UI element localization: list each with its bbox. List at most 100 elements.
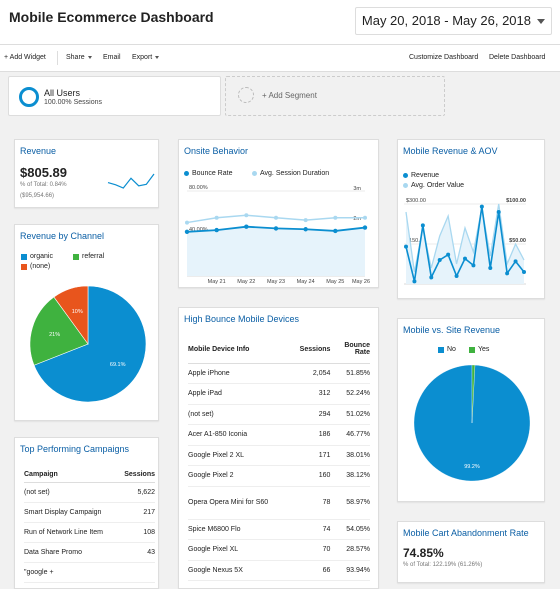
campaign-cell[interactable]: Smart Display Campaign bbox=[24, 508, 102, 516]
toolbar-divider bbox=[57, 51, 58, 65]
revenue-point[interactable] bbox=[471, 263, 476, 268]
bounce-rate-cell: 38.01% bbox=[346, 451, 370, 459]
revenue-point[interactable] bbox=[404, 244, 408, 249]
add-segment-button[interactable]: + Add Segment bbox=[225, 76, 445, 116]
bounce-rate-point[interactable] bbox=[214, 227, 219, 233]
bounce-rate-cell: 93.94% bbox=[346, 566, 370, 574]
widget-title: Top Performing Campaigns bbox=[20, 444, 130, 454]
session-duration-point[interactable] bbox=[333, 215, 338, 220]
legend-bounce-rate: Bounce Rate bbox=[184, 170, 232, 177]
segment-all-users[interactable]: All Users 100.00% Sessions bbox=[8, 76, 221, 116]
bounce-rate-point[interactable] bbox=[333, 228, 338, 234]
device-cell[interactable]: Spice M6800 Flo bbox=[188, 525, 241, 533]
swatch bbox=[21, 253, 27, 260]
revenue-aov-chart: $300.00 $150.00 $100.00 $50.00 bbox=[404, 198, 526, 285]
device-cell[interactable]: Apple iPad bbox=[188, 390, 222, 398]
bounce-rate-point[interactable] bbox=[184, 229, 190, 234]
revenue-total: ($95,954.66) bbox=[20, 193, 55, 199]
revenue-point[interactable] bbox=[479, 204, 484, 209]
col-sessions-header: Sessions bbox=[299, 345, 331, 353]
widget-title: Mobile Revenue & AOV bbox=[403, 146, 498, 156]
campaign-cell[interactable]: Run of Network Line Item bbox=[24, 528, 103, 536]
legend-aov: Avg. Order Value bbox=[403, 182, 464, 189]
device-cell[interactable]: Google Pixel 2 XL bbox=[188, 451, 245, 459]
share-button[interactable]: Share bbox=[66, 54, 92, 61]
dot bbox=[184, 171, 189, 176]
widget-title: Revenue bbox=[20, 146, 57, 156]
revenue-point[interactable] bbox=[522, 270, 526, 274]
sessions-cell: 5,622 bbox=[137, 488, 155, 496]
delete-dashboard-button[interactable]: Delete Dashboard bbox=[489, 54, 546, 61]
campaign-cell[interactable]: (not set) bbox=[24, 488, 50, 496]
session-duration-point[interactable] bbox=[244, 213, 249, 218]
device-cell[interactable]: Acer A1-850 Iconia bbox=[188, 431, 248, 439]
bounce-rate-point[interactable] bbox=[273, 226, 279, 231]
session-duration-point[interactable] bbox=[185, 220, 189, 225]
bounce-rate-cell: 54.05% bbox=[346, 525, 370, 533]
legend-label: Yes bbox=[478, 346, 490, 353]
export-button[interactable]: Export bbox=[132, 54, 160, 61]
add-widget-button[interactable]: + Add Widget bbox=[4, 54, 46, 61]
revenue-point[interactable] bbox=[429, 275, 434, 280]
email-button[interactable]: Email bbox=[103, 54, 121, 61]
revenue-point[interactable] bbox=[412, 279, 417, 284]
legend-label: Avg. Session Duration bbox=[260, 170, 330, 177]
sessions-cell: 43 bbox=[147, 548, 155, 556]
sessions-cell: 186 bbox=[318, 431, 331, 439]
bounce-rate-cell: 58.97% bbox=[346, 499, 370, 506]
pie-slice-none[interactable] bbox=[53, 285, 89, 345]
campaign-cell[interactable]: "google + bbox=[24, 568, 54, 576]
campaign-cell[interactable]: Data Share Promo bbox=[24, 548, 82, 556]
session-duration-point[interactable] bbox=[303, 218, 308, 223]
revenue-point[interactable] bbox=[420, 223, 425, 228]
revenue-point[interactable] bbox=[488, 266, 493, 270]
device-cell[interactable]: Opera Opera Mini for S60 bbox=[188, 499, 269, 506]
bounce-rate-point[interactable] bbox=[303, 227, 308, 232]
device-cell[interactable]: Google Pixel XL bbox=[188, 546, 239, 554]
bounce-rate-cell: 51.85% bbox=[346, 369, 370, 377]
share-label: Share bbox=[66, 54, 85, 61]
revenue-point[interactable] bbox=[505, 271, 510, 276]
revenue-point[interactable] bbox=[496, 210, 501, 214]
pie-slice-label: 21% bbox=[49, 332, 60, 338]
y-right-mid: 2m bbox=[353, 216, 361, 222]
x-tick-label: May 22 bbox=[237, 279, 255, 284]
device-cell[interactable]: (not set) bbox=[188, 410, 214, 418]
table-row: Run of Network Line Item 108 bbox=[24, 522, 155, 542]
session-duration-point[interactable] bbox=[274, 215, 278, 220]
revenue-point[interactable] bbox=[513, 259, 518, 264]
widget-cart-abandonment: Mobile Cart Abandonment Rate 74.85% % of… bbox=[397, 521, 545, 583]
revenue-point[interactable] bbox=[454, 274, 459, 278]
pie-slice-referral[interactable] bbox=[29, 296, 89, 366]
revenue-value: $805.89 bbox=[20, 165, 67, 180]
session-duration-point[interactable] bbox=[214, 215, 219, 220]
bounce-rate-point[interactable] bbox=[362, 225, 368, 230]
segment-name: All Users bbox=[44, 88, 81, 98]
table-row: Spice M6800 Flo 74 54.05% bbox=[188, 519, 370, 540]
pie-slice-yes[interactable] bbox=[471, 364, 476, 424]
legend-organic: organic bbox=[21, 253, 53, 260]
export-label: Export bbox=[132, 54, 153, 61]
bounce-rate-cell: 46.77% bbox=[346, 431, 370, 439]
widget-title: High Bounce Mobile Devices bbox=[184, 314, 300, 324]
legend-label: No bbox=[447, 346, 456, 353]
pie-slice-organic[interactable] bbox=[33, 285, 147, 403]
device-cell[interactable]: Apple iPhone bbox=[188, 369, 230, 377]
revenue-point[interactable] bbox=[446, 252, 451, 257]
device-cell[interactable]: Google Nexus 5X bbox=[188, 566, 243, 574]
date-range-picker[interactable]: May 20, 2018 - May 26, 2018 bbox=[354, 7, 552, 35]
revenue-point[interactable] bbox=[463, 256, 467, 261]
dot bbox=[403, 183, 408, 188]
sessions-cell: 2,054 bbox=[312, 369, 331, 377]
table-row: Acer A1-850 Iconia 186 46.77% bbox=[188, 425, 370, 445]
sessions-cell: 66 bbox=[322, 566, 331, 574]
customize-dashboard-button[interactable]: Customize Dashboard bbox=[409, 54, 479, 61]
pie-slice-label: 10% bbox=[72, 309, 83, 315]
chevron-down-icon bbox=[537, 18, 545, 24]
session-duration-point[interactable] bbox=[363, 215, 367, 220]
revenue-point[interactable] bbox=[437, 258, 442, 262]
device-cell[interactable]: Google Pixel 2 bbox=[188, 472, 234, 480]
devices-table: Mobile Device Info Sessions Bounce Rate … bbox=[188, 336, 370, 581]
table-row: Apple iPad 312 52.24% bbox=[188, 384, 370, 404]
bounce-rate-point[interactable] bbox=[244, 224, 249, 229]
